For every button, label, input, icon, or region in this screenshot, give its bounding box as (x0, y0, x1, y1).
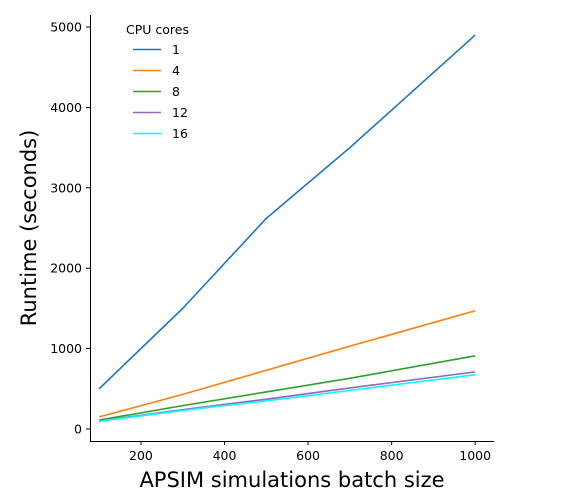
x-tick-label: 1000 (459, 448, 491, 463)
y-tick-label: 1000 (50, 341, 82, 356)
legend-label-4: 4 (172, 63, 180, 78)
y-tick-label: 0 (74, 421, 82, 436)
y-tick-label: 5000 (50, 20, 82, 35)
y-tick-label: 2000 (50, 261, 82, 276)
series-layer (98, 34, 476, 423)
series-line-1-cores (98, 34, 476, 390)
legend-title: CPU cores (126, 22, 189, 37)
legend-label-16: 16 (172, 126, 188, 141)
y-tick-label: 4000 (50, 100, 82, 115)
y-axis-title: Runtime (seconds) (17, 130, 41, 327)
legend: CPU cores 1 4 8 12 16 (126, 22, 189, 141)
axes-layer (90, 15, 494, 442)
legend-label-12: 12 (172, 105, 188, 120)
x-tick-label: 800 (380, 448, 404, 463)
y-tick-label: 3000 (50, 180, 82, 195)
legend-label-1: 1 (172, 42, 180, 57)
legend-label-8: 8 (172, 84, 180, 99)
ticks-layer: 200 400 600 800 1000 0 1000 2000 3000 4000 5000 (50, 20, 491, 463)
series-line-4-cores (98, 310, 476, 418)
x-tick-label: 200 (129, 448, 153, 463)
series-line-16-cores (99, 373, 476, 423)
x-axis-title: APSIM simulations batch size (139, 468, 444, 492)
x-tick-label: 400 (213, 448, 237, 463)
series-line-8-cores (99, 355, 476, 421)
x-tick-label: 600 (296, 448, 320, 463)
